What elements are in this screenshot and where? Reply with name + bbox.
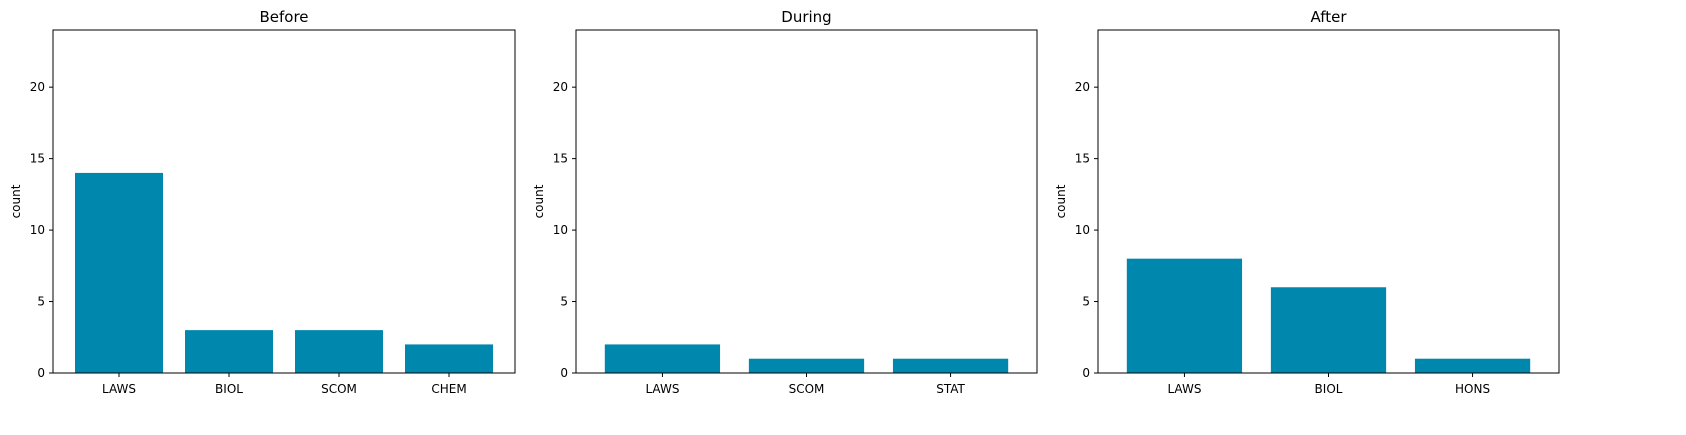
- x-tick-label: SCOM: [789, 382, 825, 396]
- x-tick-label: LAWS: [102, 382, 136, 396]
- x-tick-label: BIOL: [215, 382, 243, 396]
- bar-scom: [748, 358, 865, 373]
- x-tick-label: HONS: [1455, 382, 1490, 396]
- chart-panel-after: 0 5 10 15 20 LAWS BIOL HONS After count: [1054, 8, 1560, 396]
- x-tick-label: STAT: [936, 382, 965, 396]
- y-tick-label: 15: [30, 152, 45, 166]
- bar-scom: [295, 330, 383, 373]
- y-tick-label: 15: [1075, 152, 1090, 166]
- bar-laws: [604, 344, 721, 373]
- axes-frame: [52, 29, 516, 374]
- y-axis-label: count: [9, 184, 23, 218]
- y-tick-label: 5: [1082, 295, 1090, 309]
- x-tick-label: LAWS: [1167, 382, 1201, 396]
- x-tick-label: BIOL: [1315, 382, 1343, 396]
- y-tick-label: 10: [1075, 223, 1090, 237]
- x-tick-label: LAWS: [645, 382, 679, 396]
- x-tick-label: CHEM: [431, 382, 466, 396]
- y-tick-label: 20: [553, 80, 568, 94]
- bar-laws: [75, 172, 163, 373]
- bar-hons: [1414, 358, 1531, 373]
- x-tick-label: SCOM: [321, 382, 357, 396]
- bar-chem: [405, 344, 493, 373]
- chart-title: Before: [259, 8, 308, 26]
- bar-stat: [892, 358, 1009, 373]
- y-tick-label: 15: [553, 152, 568, 166]
- chart-title: After: [1310, 8, 1347, 26]
- y-tick-label: 0: [37, 366, 45, 380]
- axes-frame: [575, 29, 1038, 374]
- y-tick-label: 20: [1075, 80, 1090, 94]
- bar-biol: [185, 330, 273, 373]
- y-tick-label: 0: [1082, 366, 1090, 380]
- y-tick-label: 5: [37, 295, 45, 309]
- y-tick-label: 10: [30, 223, 45, 237]
- y-tick-label: 5: [560, 295, 568, 309]
- y-tick-label: 10: [553, 223, 568, 237]
- chart-title: During: [781, 8, 831, 26]
- y-tick-label: 20: [30, 80, 45, 94]
- chart-panel-before: 0 5 10 15 20 LAWS BIOL SCOM CHEM Before count: [9, 8, 516, 396]
- chart-panel-during: 0 5 10 15 20 LAWS SCOM STAT During count: [532, 8, 1038, 396]
- bar-biol: [1270, 287, 1387, 373]
- y-tick-label: 0: [560, 366, 568, 380]
- y-axis-label: count: [532, 184, 546, 218]
- bar-laws: [1126, 258, 1243, 373]
- y-axis-label: count: [1054, 184, 1068, 218]
